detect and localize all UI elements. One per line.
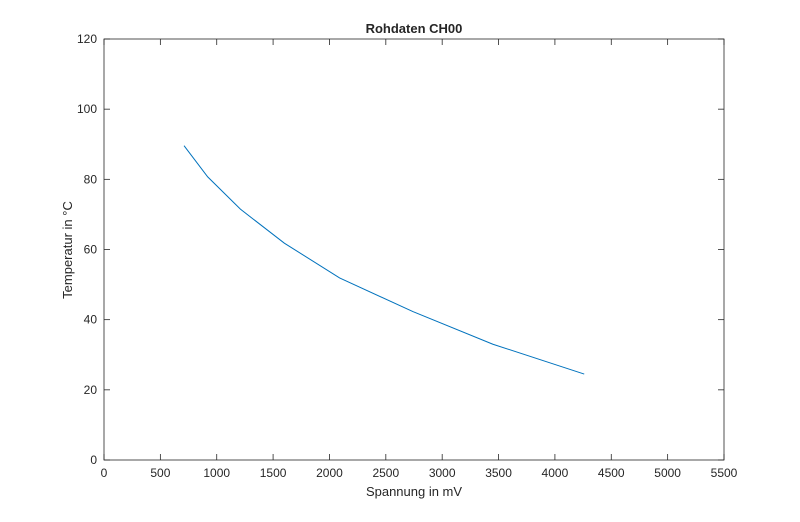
x-axis-label: Spannung in mV [366,484,462,499]
y-tick-label: 80 [84,172,98,186]
y-tick-label: 0 [90,453,97,467]
x-tick-label: 2000 [316,466,343,480]
x-tick-label: 1000 [203,466,230,480]
x-tick-label: 3500 [485,466,512,480]
x-tick-label: 0 [101,466,108,480]
series-line-0 [183,145,585,375]
y-tick-label: 60 [84,243,98,257]
x-tick-label: 2500 [372,466,399,480]
plot-area [103,38,725,461]
x-tick-label: 4500 [598,466,625,480]
x-tick-label: 3000 [429,466,456,480]
x-tick-label: 1500 [260,466,287,480]
y-axis-label: Temperatur in °C [60,201,75,299]
y-tick-label: 40 [84,313,98,327]
y-tick-label: 120 [77,32,97,46]
y-tick-label: 100 [77,102,97,116]
y-tick-label: 20 [84,383,98,397]
x-tick-label: 500 [150,466,170,480]
x-tick-label: 5000 [654,466,681,480]
x-tick-label: 4000 [542,466,569,480]
x-tick-label: 5500 [711,466,738,480]
chart-title: Rohdaten CH00 [366,21,463,36]
